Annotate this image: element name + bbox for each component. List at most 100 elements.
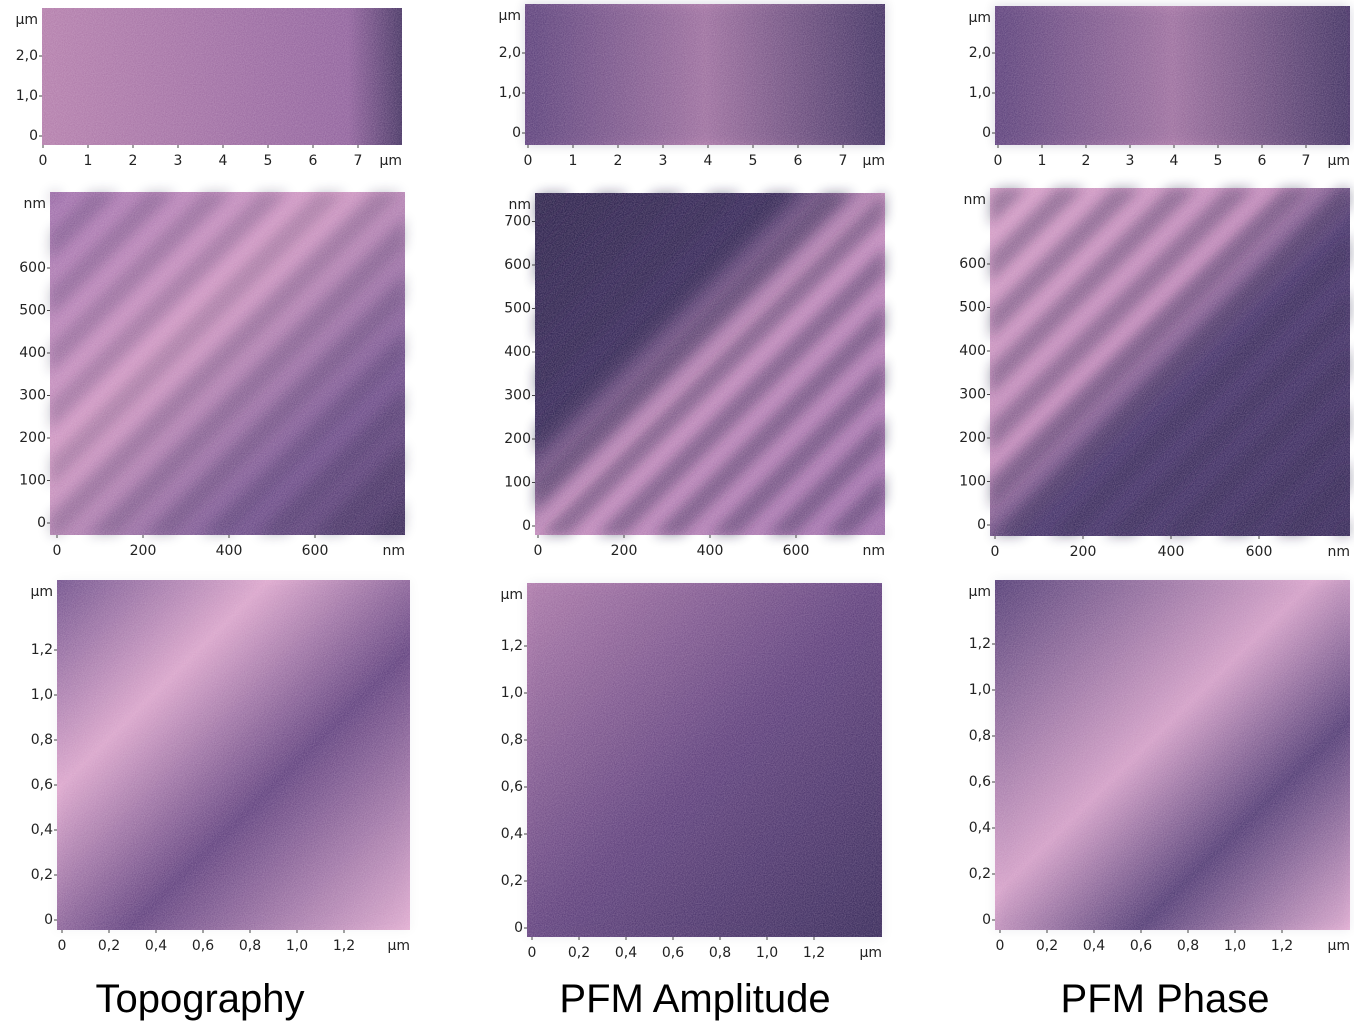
x-tick-label: 3 (659, 153, 668, 169)
y-tick-label: 100 (19, 473, 46, 489)
column-label: PFM Amplitude (559, 977, 830, 1021)
x-tick-label: 1,0 (286, 938, 308, 954)
y-tick-label: 100 (959, 474, 986, 490)
x-tick-label: 3 (1126, 153, 1135, 169)
x-tick-label: 1 (84, 153, 93, 169)
x-tick-label: 600 (302, 543, 329, 559)
noise (525, 4, 885, 145)
y-tick-label: 0 (982, 912, 991, 928)
x-tick-label: 200 (1070, 544, 1097, 560)
x-tick-label: 5 (1214, 153, 1223, 169)
y-tick-label: 0,4 (501, 826, 523, 842)
x-tick-label: 3 (174, 153, 183, 169)
x-tick-label: 4 (1170, 153, 1179, 169)
x-tick-label: 6 (1258, 153, 1267, 169)
y-tick-label: 0,6 (969, 774, 991, 790)
y-tick-label: 1,0 (499, 85, 521, 101)
y-tick-label: 0,2 (501, 873, 523, 889)
y-unit: µm (968, 584, 991, 600)
y-tick-label: 1,2 (31, 642, 53, 658)
x-tick-label: 6 (794, 153, 803, 169)
x-unit: µm (379, 153, 402, 169)
x-unit: nm (1327, 544, 1350, 560)
y-tick-label: 1,0 (969, 85, 991, 101)
y-unit: nm (508, 197, 531, 213)
y-tick-label: 2,0 (499, 45, 521, 61)
x-tick-label: 400 (1158, 544, 1185, 560)
y-tick-label: 1,0 (31, 687, 53, 703)
x-tick-label: 0,2 (568, 945, 590, 961)
x-tick-label: 600 (783, 543, 810, 559)
y-tick-label: 0,8 (501, 732, 523, 748)
x-tick-label: 1 (1038, 153, 1047, 169)
y-unit: nm (23, 196, 46, 212)
noise (535, 193, 885, 535)
noise (527, 583, 882, 937)
y-tick-label: 700 (504, 214, 531, 230)
x-tick-label: 1,0 (1224, 938, 1246, 954)
x-tick-label: 0,4 (145, 938, 167, 954)
x-tick-label: 0,6 (662, 945, 684, 961)
y-unit: µm (500, 587, 523, 603)
x-tick-label: 0,4 (1083, 938, 1105, 954)
column-label: PFM Phase (1061, 977, 1270, 1021)
y-tick-label: 0 (522, 518, 531, 534)
x-unit: µm (859, 945, 882, 961)
y-tick-label: 200 (504, 431, 531, 447)
noise (50, 192, 405, 535)
x-tick-label: 7 (354, 153, 363, 169)
x-tick-label: 200 (611, 543, 638, 559)
x-unit: nm (382, 543, 405, 559)
y-tick-label: 0,2 (31, 867, 53, 883)
y-tick-label: 600 (504, 257, 531, 273)
y-tick-label: 1,2 (969, 636, 991, 652)
y-tick-label: 2,0 (16, 48, 38, 64)
y-tick-label: 0,6 (501, 779, 523, 795)
y-tick-label: 1,2 (501, 638, 523, 654)
x-tick-label: 0,2 (1036, 938, 1058, 954)
y-tick-label: 100 (504, 475, 531, 491)
x-tick-label: 400 (216, 543, 243, 559)
y-tick-label: 2,0 (969, 45, 991, 61)
x-tick-label: 1,2 (333, 938, 355, 954)
y-tick-label: 200 (959, 430, 986, 446)
y-tick-label: 500 (959, 300, 986, 316)
x-tick-label: 0,2 (98, 938, 120, 954)
y-unit: nm (963, 192, 986, 208)
x-tick-label: 0 (53, 543, 62, 559)
y-tick-label: 300 (959, 387, 986, 403)
y-tick-label: 1,0 (501, 685, 523, 701)
figure: 01,02,0µm01234567µm0100200300400500600nm… (0, 0, 1354, 1023)
noise (990, 188, 1350, 536)
x-tick-label: 0 (524, 153, 533, 169)
x-tick-label: 4 (704, 153, 713, 169)
y-tick-label: 0,4 (969, 820, 991, 836)
x-tick-label: 7 (1302, 153, 1311, 169)
y-tick-label: 300 (504, 388, 531, 404)
x-tick-label: 6 (309, 153, 318, 169)
y-tick-label: 0,2 (969, 866, 991, 882)
x-tick-label: 0 (58, 938, 67, 954)
y-tick-label: 600 (959, 256, 986, 272)
y-tick-label: 1,0 (16, 88, 38, 104)
x-tick-label: 7 (839, 153, 848, 169)
x-tick-label: 1,2 (803, 945, 825, 961)
noise (57, 580, 410, 930)
noise (995, 6, 1350, 145)
y-tick-label: 300 (19, 388, 46, 404)
x-tick-label: 5 (264, 153, 273, 169)
y-tick-label: 0,8 (31, 732, 53, 748)
x-unit: µm (1327, 153, 1350, 169)
column-label: Topography (95, 977, 304, 1021)
x-unit: nm (862, 543, 885, 559)
